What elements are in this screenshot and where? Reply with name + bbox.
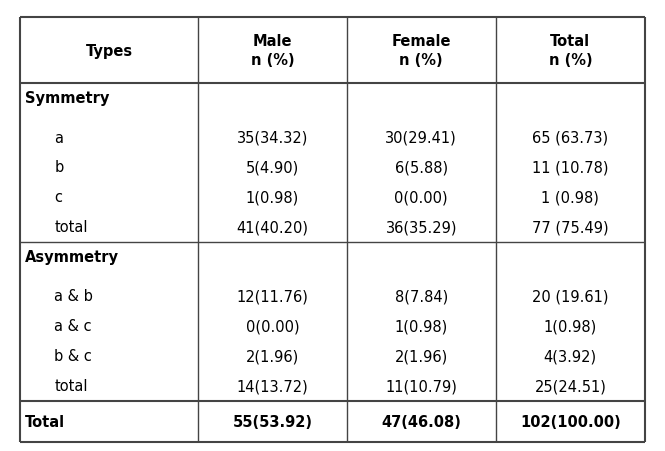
Text: 65 (63.73): 65 (63.73) (532, 130, 608, 145)
Text: Types: Types (86, 43, 132, 58)
Text: 20 (19.61): 20 (19.61) (532, 289, 608, 304)
Text: 1(0.98): 1(0.98) (394, 318, 448, 333)
Text: 2(1.96): 2(1.96) (246, 348, 299, 364)
Text: c: c (55, 190, 63, 205)
Text: total: total (55, 220, 88, 235)
Text: Female
n (%): Female n (%) (392, 34, 451, 68)
Text: Total: Total (25, 414, 65, 429)
Text: b: b (55, 160, 64, 175)
Text: 47(46.08): 47(46.08) (381, 414, 462, 429)
Text: 11 (10.78): 11 (10.78) (532, 160, 608, 175)
Text: 41(40.20): 41(40.20) (237, 220, 309, 235)
Text: 35(34.32): 35(34.32) (237, 130, 308, 145)
Text: a: a (55, 130, 63, 145)
Text: 25(24.51): 25(24.51) (535, 378, 606, 393)
Text: 5(4.90): 5(4.90) (246, 160, 299, 175)
Text: Asymmetry: Asymmetry (25, 249, 119, 265)
Text: 1(0.98): 1(0.98) (544, 318, 597, 333)
Text: a & b: a & b (55, 289, 93, 304)
Text: Total
n (%): Total n (%) (549, 34, 592, 68)
Text: 55(53.92): 55(53.92) (233, 414, 313, 429)
Text: 1(0.98): 1(0.98) (246, 190, 299, 205)
Text: 12(11.76): 12(11.76) (237, 289, 309, 304)
Text: 0(0.00): 0(0.00) (394, 190, 448, 205)
Text: 77 (75.49): 77 (75.49) (532, 220, 608, 235)
Text: 2(1.96): 2(1.96) (394, 348, 448, 364)
Text: 14(13.72): 14(13.72) (237, 378, 309, 393)
Text: 1 (0.98): 1 (0.98) (541, 190, 599, 205)
Text: 8(7.84): 8(7.84) (394, 289, 448, 304)
Text: Symmetry: Symmetry (25, 91, 109, 106)
Text: 4(3.92): 4(3.92) (544, 348, 597, 364)
Text: a & c: a & c (55, 318, 92, 333)
Text: 30(29.41): 30(29.41) (386, 130, 457, 145)
Text: 102(100.00): 102(100.00) (520, 414, 620, 429)
Text: 11(10.79): 11(10.79) (385, 378, 458, 393)
Text: 6(5.88): 6(5.88) (395, 160, 448, 175)
Text: Male
n (%): Male n (%) (251, 34, 295, 68)
Text: total: total (55, 378, 88, 393)
Text: 36(35.29): 36(35.29) (386, 220, 457, 235)
Text: b & c: b & c (55, 348, 92, 364)
Text: 0(0.00): 0(0.00) (245, 318, 299, 333)
